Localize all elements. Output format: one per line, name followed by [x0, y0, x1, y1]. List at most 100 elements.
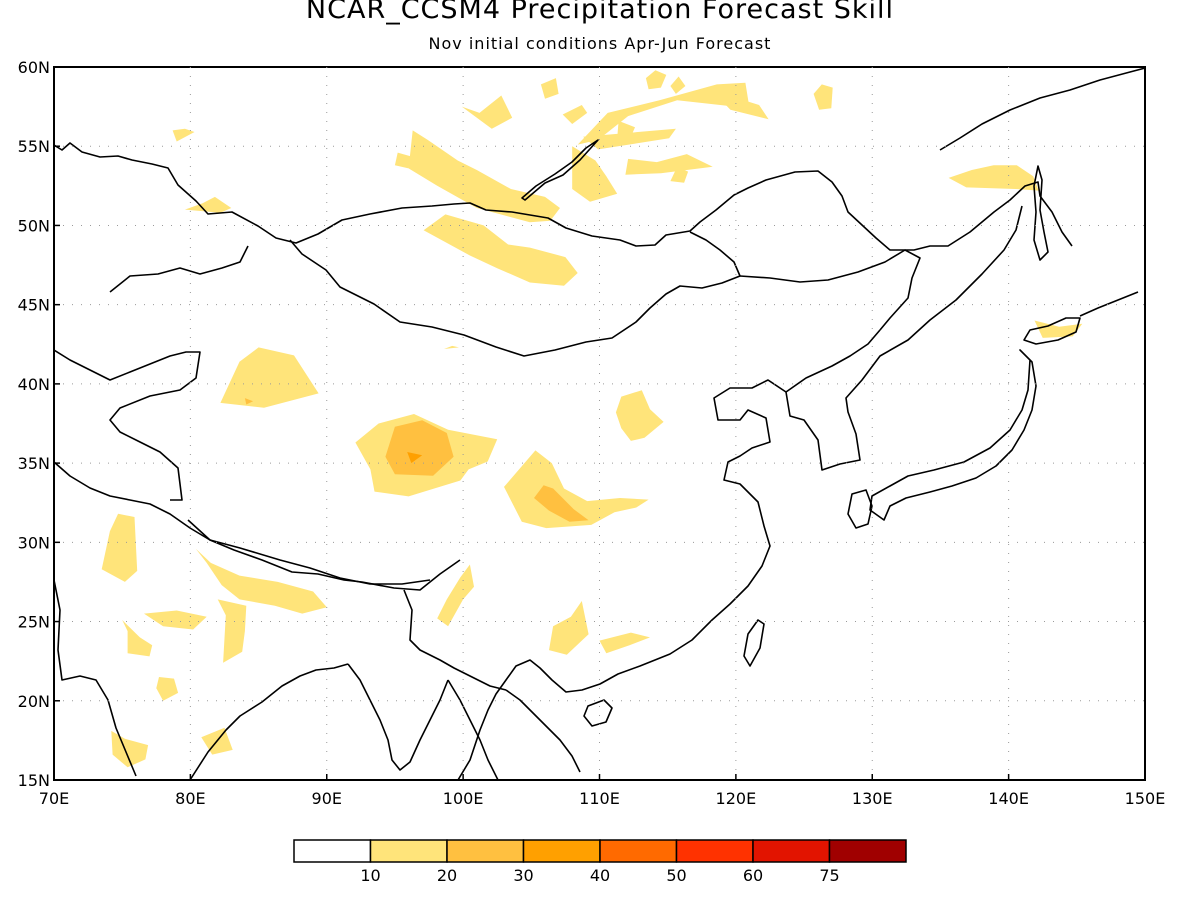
x-tick-label: 90E [312, 789, 342, 808]
skill-region [184, 196, 232, 213]
india-west-coast [54, 579, 137, 777]
colorbar-label: 40 [590, 866, 610, 885]
skill-region [577, 82, 750, 145]
y-tick-label: 15N [18, 771, 50, 790]
india-east-coast [189, 663, 349, 780]
skill-fill-layer [101, 70, 1083, 768]
y-tick-label: 45N [18, 296, 50, 315]
skill-region [670, 166, 689, 183]
myanmar-border [403, 589, 507, 691]
y-tick-label: 25N [18, 613, 50, 632]
laos-border [505, 689, 581, 773]
skill-region [645, 70, 667, 90]
x-tick-label: 70E [39, 789, 69, 808]
colorbar-label: 75 [819, 866, 839, 885]
skill-region [670, 76, 686, 94]
skill-region [385, 420, 454, 476]
colorbar-swatch [446, 839, 525, 863]
honshu [869, 349, 1037, 521]
india-north [54, 461, 461, 591]
x-tick-label: 120E [716, 789, 757, 808]
skill-region [562, 105, 588, 124]
colorbar-swatch [752, 839, 831, 863]
skill-region [144, 610, 207, 630]
colorbar: 10 20 30 40 50 60 75 [293, 839, 907, 885]
skill-region [599, 632, 650, 654]
hokkaido [1023, 317, 1081, 345]
y-tick-label: 35N [18, 454, 50, 473]
axis-ticks [53, 66, 1146, 781]
x-axis-labels: 70E 80E 90E 100E 110E 120E 130E 140E 150E [39, 789, 1166, 808]
x-tick-label: 100E [443, 789, 484, 808]
map-subtitle: Nov initial conditions Apr-Jun Forecast [428, 34, 772, 53]
taiwan [743, 619, 765, 667]
skill-region [244, 398, 254, 405]
y-tick-label: 40N [18, 375, 50, 394]
indochina [447, 679, 499, 780]
colorbar-label: 10 [360, 866, 380, 885]
skill-region [549, 601, 589, 655]
y-tick-label: 30N [18, 533, 50, 552]
skill-region [948, 165, 1039, 191]
china-east-coast [457, 379, 787, 780]
himalaya-border [187, 519, 431, 585]
coastline-layer [54, 67, 1145, 780]
skill-region [813, 84, 833, 110]
skill-region [195, 548, 327, 614]
colorbar-swatch [369, 839, 448, 863]
skill-region [504, 450, 649, 529]
x-tick-label: 110E [579, 789, 620, 808]
x-tick-label: 130E [852, 789, 893, 808]
colorbar-swatch [828, 839, 907, 863]
colorbar-swatch [522, 839, 601, 863]
central-asia-border [54, 349, 201, 501]
skill-region [540, 78, 559, 99]
amur-border [739, 249, 921, 331]
skill-region [617, 120, 635, 140]
x-tick-label: 150E [1125, 789, 1166, 808]
korea-coast [785, 205, 1023, 471]
baikal-shore [521, 139, 599, 201]
skill-region [461, 95, 513, 129]
y-tick-label: 50N [18, 216, 50, 235]
mongolia-border [289, 231, 741, 357]
colorbar-swatch [599, 839, 678, 863]
colorbar-label: 60 [743, 866, 763, 885]
y-tick-label: 60N [18, 58, 50, 77]
north-coast [54, 142, 1073, 251]
skill-region [156, 677, 179, 701]
y-tick-label: 55N [18, 137, 50, 156]
skill-region [407, 452, 423, 464]
aral-coast [109, 245, 249, 293]
okhotsk-coast [939, 67, 1145, 151]
graticule [54, 67, 1145, 780]
colorbar-label: 30 [513, 866, 533, 885]
skill-region [408, 130, 560, 223]
skill-region [220, 347, 319, 408]
skill-region [217, 599, 247, 663]
skill-region [615, 390, 664, 441]
skill-region [572, 146, 618, 202]
colorbar-swatch [675, 839, 754, 863]
skill-region [1034, 320, 1083, 338]
kyushu [847, 489, 873, 529]
skill-region [172, 128, 195, 142]
colorbar-label: 20 [437, 866, 457, 885]
sakhalin [1033, 165, 1049, 261]
bay-bengal-coast [347, 663, 449, 771]
skill-region [625, 154, 713, 175]
colorbar-swatch [293, 839, 372, 863]
skill-region [444, 345, 459, 349]
kuril-coast [1079, 291, 1139, 317]
colorbar-label: 50 [666, 866, 686, 885]
hainan [583, 699, 613, 727]
x-tick-label: 80E [175, 789, 205, 808]
x-tick-label: 140E [988, 789, 1029, 808]
skill-region [423, 214, 578, 286]
y-axis-labels: 15N 20N 25N 30N 35N 40N 45N 50N 55N 60N [18, 58, 50, 790]
skill-region [101, 513, 138, 582]
map-title: NCAR_CCSM4 Precipitation Forecast Skill [305, 0, 895, 25]
skill-region [122, 620, 153, 657]
y-tick-label: 20N [18, 692, 50, 711]
